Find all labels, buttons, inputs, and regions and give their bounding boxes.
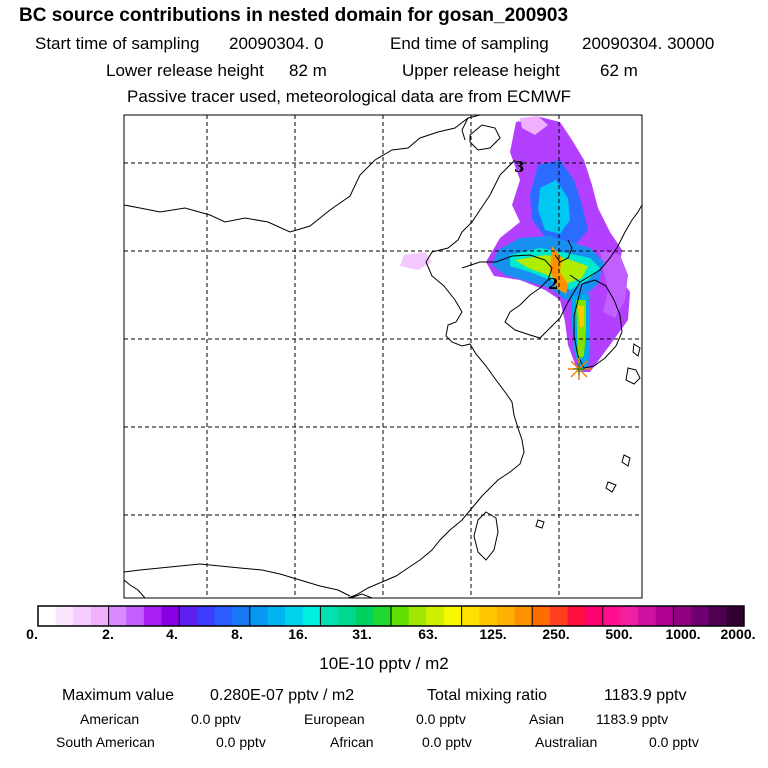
colorbar-tick-5: 31.: [352, 626, 372, 642]
colorbar-swatch: [479, 606, 498, 626]
colorbar-frame: [37, 605, 745, 627]
region-value-south-american: 0.0 pptv: [216, 734, 266, 750]
colorbar-swatch: [90, 606, 109, 626]
colorbar-swatch: [214, 606, 233, 626]
colorbar-tick-9: 500.: [605, 626, 633, 642]
colorbar-swatch: [514, 606, 533, 626]
colorbar-tick-4: 16.: [288, 626, 308, 642]
colorbar-swatch: [532, 606, 551, 626]
colorbar-swatch: [620, 606, 639, 626]
colorbar-swatch: [726, 606, 745, 626]
region-name-american: American: [80, 711, 140, 727]
region-value-australian: 0.0 pptv: [649, 734, 699, 750]
colorbar-swatch: [443, 606, 462, 626]
colorbar-swatch: [267, 606, 286, 626]
region-name-european: European: [304, 711, 365, 727]
trajectory-label-2: 2: [548, 275, 558, 293]
colorbar-swatch: [638, 606, 657, 626]
colorbar-tick-2: 4.: [166, 626, 178, 642]
colorbar-tick-1: 2.: [102, 626, 114, 642]
colorbar-swatch: [161, 606, 180, 626]
colorbar-swatch: [655, 606, 674, 626]
colorbar-tick-7: 125.: [479, 626, 507, 642]
lat-lon-grid: [124, 115, 642, 598]
colorbar-swatch: [38, 606, 57, 626]
colorbar-swatch: [249, 606, 268, 626]
source-contribution-plume: [400, 116, 630, 372]
max-value: 0.280E-07 pptv / m2: [210, 687, 355, 704]
figure-title: BC source contributions in nested domain…: [19, 5, 569, 26]
region-value-american: 0.0 pptv: [191, 711, 241, 727]
colorbar-swatch: [373, 606, 392, 626]
map-frame: [123, 114, 643, 599]
tracer-note: Passive tracer used, meteorological data…: [127, 87, 572, 106]
colorbar-swatch: [232, 606, 251, 626]
region-name-australian: Australian: [535, 734, 598, 750]
trajectory-label-3: 3: [514, 158, 524, 176]
upper-height-label: Upper release height: [402, 61, 560, 80]
colorbar-tick-10: 1000.: [665, 626, 701, 642]
colorbar-tick-11: 2000.: [720, 626, 756, 642]
colorbar-tick-8: 250.: [542, 626, 570, 642]
colorbar-swatch: [673, 606, 692, 626]
colorbar-swatch: [549, 606, 568, 626]
colorbar-swatch: [126, 606, 145, 626]
colorbar-swatch: [179, 606, 198, 626]
colorbar-units: 10E-10 pptv / m2: [319, 654, 449, 673]
end-time-value: 20090304. 30000: [582, 34, 715, 53]
colorbar-swatch: [196, 606, 215, 626]
colorbar-tick-0: 0.: [26, 626, 38, 642]
lower-height-label: Lower release height: [106, 61, 264, 80]
colorbar-swatch: [708, 606, 727, 626]
region-value-asian: 1183.9 pptv: [596, 711, 669, 727]
border-layer: [124, 117, 469, 598]
colorbar-swatch: [461, 606, 480, 626]
lower-height-value: 82 m: [289, 61, 327, 80]
colorbar-swatch: [585, 606, 604, 626]
max-value-label: Maximum value: [62, 687, 175, 704]
colorbar-tick-6: 63.: [418, 626, 438, 642]
region-name-asian: Asian: [529, 711, 565, 727]
colorbar-swatch: [496, 606, 515, 626]
colorbar-swatch: [285, 606, 304, 626]
colorbar-swatch: [73, 606, 92, 626]
colorbar-swatch: [55, 606, 74, 626]
colorbar-tick-3: 8.: [231, 626, 243, 642]
colorbar-swatch: [320, 606, 339, 626]
colorbar-swatch: [691, 606, 710, 626]
total-mixing-label: Total mixing ratio: [427, 687, 548, 704]
colorbar-swatch: [602, 606, 621, 626]
start-time-label: Start time of sampling: [35, 34, 200, 53]
colorbar-swatch: [426, 606, 445, 626]
end-time-label: End time of sampling: [390, 34, 549, 53]
region-name-south-american: South American: [56, 734, 155, 750]
receptor-marker-inner-icon: [573, 363, 585, 375]
coastline-layer: [124, 115, 642, 598]
colorbar-swatch: [408, 606, 427, 626]
upper-height-value: 62 m: [600, 61, 638, 80]
colorbar-swatch: [391, 606, 410, 626]
region-value-african: 0.0 pptv: [422, 734, 472, 750]
colorbar-swatch: [338, 606, 357, 626]
region-name-african: African: [330, 734, 374, 750]
colorbar-swatch: [567, 606, 586, 626]
colorbar-swatch: [143, 606, 162, 626]
colorbar-swatch: [302, 606, 321, 626]
start-time-value: 20090304. 0: [229, 34, 324, 53]
colorbar-swatch: [355, 606, 374, 626]
total-mixing-value: 1183.9 pptv: [604, 687, 687, 704]
region-value-european: 0.0 pptv: [416, 711, 466, 727]
colorbar-swatch: [108, 606, 127, 626]
colorbar: [37, 605, 745, 627]
